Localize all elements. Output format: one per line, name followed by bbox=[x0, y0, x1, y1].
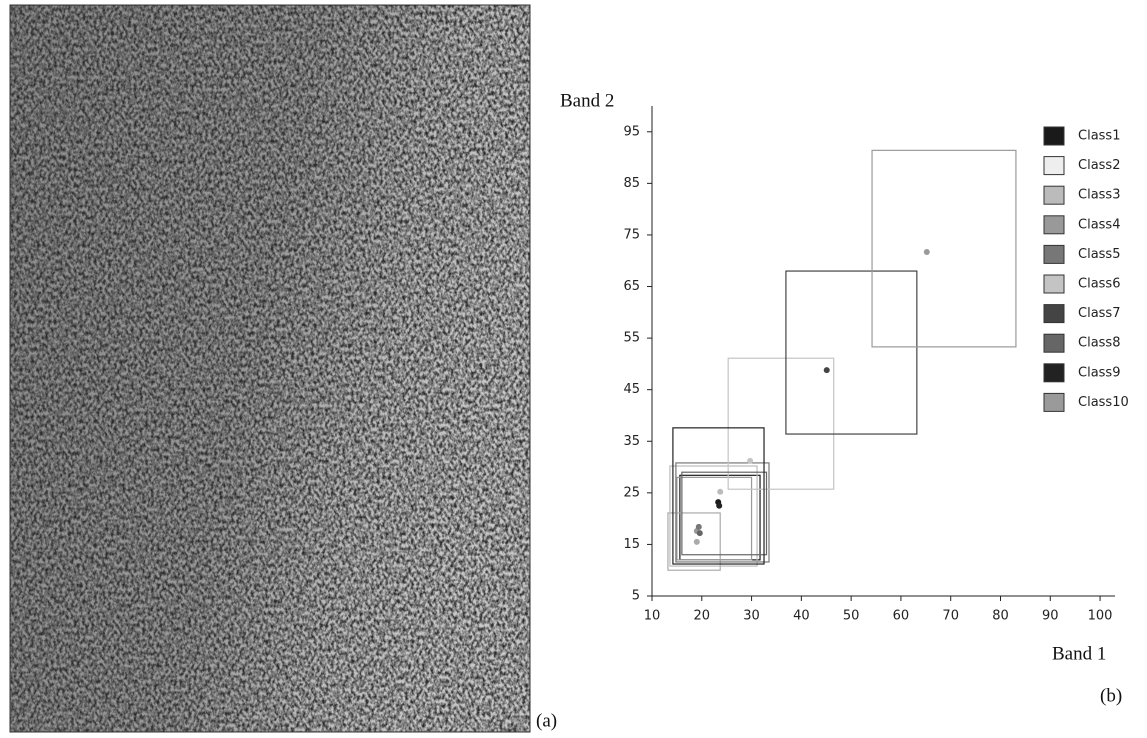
legend-label: Class10 bbox=[1078, 395, 1129, 410]
class-box bbox=[727, 357, 835, 490]
class-box bbox=[785, 270, 918, 435]
y-tick-label: 85 bbox=[623, 176, 640, 191]
legend-swatch bbox=[1043, 333, 1065, 353]
legend-swatch bbox=[1043, 156, 1065, 176]
y-tick-label: 75 bbox=[623, 227, 640, 242]
y-tick-label: 65 bbox=[623, 279, 640, 294]
legend-label: Class3 bbox=[1078, 188, 1120, 203]
legend-label: Class7 bbox=[1078, 306, 1120, 321]
x-tick-label: 50 bbox=[843, 609, 860, 624]
satellite-image bbox=[9, 4, 531, 733]
class-box bbox=[669, 465, 758, 567]
class-mean bbox=[923, 248, 930, 255]
y-tick-label: 15 bbox=[623, 537, 640, 552]
legend-swatch bbox=[1043, 392, 1065, 412]
legend-label: Class1 bbox=[1078, 129, 1120, 144]
legend-label: Class9 bbox=[1078, 365, 1120, 380]
class-box bbox=[667, 512, 721, 571]
class-mean bbox=[695, 523, 702, 530]
x-tick-label: 100 bbox=[1088, 609, 1113, 624]
y-tick-label: 35 bbox=[623, 434, 640, 449]
class-mean bbox=[717, 488, 724, 495]
legend-label: Class5 bbox=[1078, 247, 1120, 262]
x-tick-label: 40 bbox=[793, 609, 810, 624]
y-tick-label: 95 bbox=[623, 124, 640, 139]
panel-label: (b) bbox=[1100, 685, 1122, 706]
x-axis-label: Band 1 bbox=[1052, 643, 1106, 664]
panel-label: (a) bbox=[536, 710, 557, 731]
class-box bbox=[672, 427, 765, 565]
class-mean bbox=[716, 502, 723, 509]
y-tick-label: 55 bbox=[623, 331, 640, 346]
y-tick-label: 25 bbox=[623, 485, 640, 500]
legend-swatch bbox=[1043, 274, 1065, 294]
x-tick-label: 10 bbox=[644, 609, 661, 624]
x-tick-label: 70 bbox=[942, 609, 959, 624]
legend-label: Class2 bbox=[1078, 158, 1120, 173]
legend-swatch bbox=[1043, 363, 1065, 383]
y-tick-label: 5 bbox=[632, 589, 640, 604]
legend-swatch bbox=[1043, 126, 1065, 146]
x-tick-label: 20 bbox=[694, 609, 711, 624]
x-tick-label: 60 bbox=[893, 609, 910, 624]
x-tick-label: 30 bbox=[743, 609, 760, 624]
legend-label: Class4 bbox=[1078, 217, 1120, 232]
legend-swatch bbox=[1043, 244, 1065, 264]
legend-swatch bbox=[1043, 185, 1065, 205]
legend-label: Class8 bbox=[1078, 336, 1120, 351]
class-mean bbox=[693, 538, 700, 545]
y-axis-label: Band 2 bbox=[560, 90, 614, 111]
class-box bbox=[675, 462, 770, 563]
legend-swatch bbox=[1043, 215, 1065, 235]
legend-swatch bbox=[1043, 304, 1065, 324]
class-mean bbox=[823, 367, 830, 374]
class-box bbox=[676, 476, 753, 561]
class-box bbox=[871, 149, 1017, 348]
x-tick-label: 90 bbox=[1042, 609, 1059, 624]
legend-label: Class6 bbox=[1078, 277, 1120, 292]
class-mean bbox=[696, 530, 703, 537]
y-tick-label: 45 bbox=[623, 382, 640, 397]
class-mean bbox=[747, 457, 754, 464]
x-tick-label: 80 bbox=[992, 609, 1009, 624]
class-box bbox=[681, 471, 768, 556]
